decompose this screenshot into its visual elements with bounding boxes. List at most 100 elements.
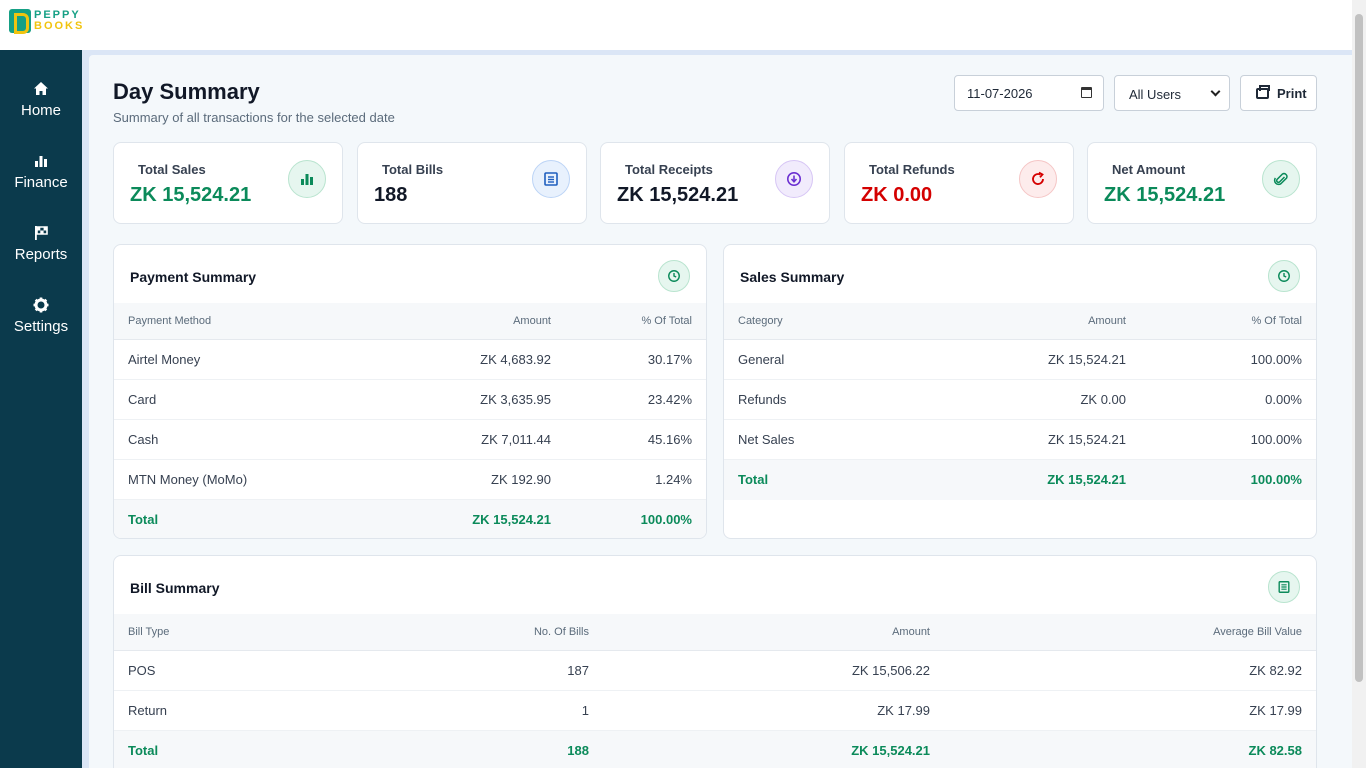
cell-amount: ZK 15,524.21	[1047, 352, 1126, 367]
app-logo[interactable]: PEPPY BOOKS	[9, 9, 85, 34]
page-title: Day Summary	[113, 79, 260, 104]
cell-method: Cash	[128, 432, 159, 447]
table-total-row: Total ZK 15,524.21 100.00%	[724, 460, 1316, 500]
sidebar-item-label: Home	[20, 102, 61, 119]
table-header-row: Category Amount % Of Total	[724, 303, 1316, 340]
cell-percent: 30.17%	[647, 352, 692, 367]
cell-average: ZK 82.92	[1249, 663, 1302, 678]
total-amount: ZK 15,524.21	[851, 743, 930, 758]
total-label: Total	[128, 743, 159, 758]
stat-value: 188	[374, 184, 408, 206]
table-row: Airtel Money ZK 4,683.92 30.17%	[114, 340, 706, 380]
stat-label: Total Refunds	[869, 162, 955, 177]
payment-summary-panel: Payment Summary Payment Method Amount % …	[113, 244, 707, 539]
sidebar-item-label: Finance	[14, 174, 68, 191]
table-header-row: Payment Method Amount % Of Total	[114, 303, 706, 340]
cell-amount: ZK 3,635.95	[480, 392, 551, 407]
sidebar-item-label: Settings	[13, 318, 69, 335]
cell-amount: ZK 7,011.44	[481, 432, 551, 447]
scrollbar-thumb[interactable]	[1355, 14, 1363, 682]
cell-amount: ZK 15,524.21	[1047, 432, 1126, 447]
document-list-icon	[1268, 571, 1300, 603]
table-header-row: Bill Type No. Of Bills Amount Average Bi…	[114, 614, 1316, 651]
column-header: Average Bill Value	[1213, 626, 1302, 638]
stat-card-total-bills: Total Bills 188	[357, 142, 587, 224]
calendar-icon[interactable]	[1081, 87, 1092, 98]
table-row: POS 187 ZK 15,506.22 ZK 82.92	[114, 651, 1316, 691]
sidebar-item-settings[interactable]: Settings	[0, 280, 82, 340]
cell-bill-type: POS	[128, 663, 156, 678]
date-value: 11-07-2026	[967, 86, 1033, 101]
refresh-icon	[1019, 160, 1057, 198]
printer-icon	[1256, 85, 1270, 99]
cell-method: Card	[128, 392, 157, 407]
stat-value: ZK 15,524.21	[617, 184, 739, 206]
bill-summary-panel: Bill Summary Bill Type No. Of Bills Amou…	[113, 555, 1317, 768]
total-amount: ZK 15,524.21	[472, 512, 551, 527]
stat-card-total-sales: Total Sales ZK 15,524.21	[113, 142, 343, 224]
vertical-scrollbar[interactable]	[1352, 0, 1366, 768]
logo-text-line1: PEPPY	[34, 9, 81, 21]
column-header: Amount	[1088, 315, 1126, 327]
sidebar-item-label: Reports	[14, 246, 68, 263]
print-button[interactable]: Print	[1240, 75, 1317, 111]
table-row: MTN Money (MoMo) ZK 192.90 1.24%	[114, 460, 706, 500]
total-amount: ZK 15,524.21	[1047, 472, 1126, 487]
clock-icon	[1268, 260, 1300, 292]
total-label: Total	[738, 472, 769, 487]
payment-table: Payment Method Amount % Of Total Airtel …	[114, 303, 706, 538]
document-list-icon	[532, 160, 570, 198]
stat-label: Total Sales	[138, 162, 206, 177]
panel-title: Sales Summary	[740, 269, 845, 285]
total-percent: 100.00%	[1250, 472, 1302, 487]
table-row: Refunds ZK 0.00 0.00%	[724, 380, 1316, 420]
table-row: General ZK 15,524.21 100.00%	[724, 340, 1316, 380]
cell-percent: 1.24%	[655, 472, 692, 487]
table-row: Card ZK 3,635.95 23.42%	[114, 380, 706, 420]
bill-table: Bill Type No. Of Bills Amount Average Bi…	[114, 614, 1316, 768]
total-average: ZK 82.58	[1248, 743, 1302, 758]
cell-percent: 45.16%	[647, 432, 692, 447]
chevron-down-icon	[1210, 86, 1221, 97]
table-total-row: Total ZK 15,524.21 100.00%	[114, 500, 706, 538]
cell-amount: ZK 0.00	[1080, 392, 1126, 407]
download-circle-icon	[775, 160, 813, 198]
column-header: Amount	[513, 315, 551, 327]
cell-amount: ZK 15,506.22	[851, 663, 930, 678]
cell-average: ZK 17.99	[1249, 703, 1302, 718]
cell-amount: ZK 4,683.92	[480, 352, 551, 367]
cell-percent: 100.00%	[1250, 352, 1302, 367]
table-row: Net Sales ZK 15,524.21 100.00%	[724, 420, 1316, 460]
stat-value: ZK 15,524.21	[130, 184, 252, 206]
sidebar-item-finance[interactable]: Finance	[0, 136, 82, 196]
bar-chart-icon	[288, 160, 326, 198]
flag-icon	[35, 226, 48, 240]
user-select[interactable]: All Users	[1114, 75, 1230, 111]
clock-icon	[658, 260, 690, 292]
cell-amount: ZK 17.99	[877, 703, 930, 718]
stat-value: ZK 0.00	[861, 184, 933, 206]
page-subtitle: Summary of all transactions for the sele…	[113, 110, 395, 125]
cell-percent: 100.00%	[1250, 432, 1302, 447]
date-input[interactable]: 11-07-2026	[954, 75, 1104, 111]
cell-method: Airtel Money	[128, 352, 201, 367]
table-row: Return 1 ZK 17.99 ZK 17.99	[114, 691, 1316, 731]
column-header: Category	[738, 315, 783, 327]
stat-label: Total Bills	[382, 162, 444, 177]
cell-bill-type: Return	[128, 703, 168, 718]
content-panel: Day Summary Summary of all transactions …	[89, 55, 1352, 768]
stat-card-total-receipts: Total Receipts ZK 15,524.21	[600, 142, 830, 224]
table-total-row: Total 188 ZK 15,524.21 ZK 82.58	[114, 731, 1316, 768]
logo-text-line2: BOOKS	[34, 20, 85, 32]
sidebar-item-home[interactable]: Home	[0, 64, 82, 124]
total-label: Total	[128, 512, 159, 527]
stat-label: Total Receipts	[625, 162, 713, 177]
cell-bill-count: 187	[567, 663, 589, 678]
column-header: % Of Total	[641, 315, 692, 327]
total-percent: 100.00%	[640, 512, 692, 527]
sales-summary-panel: Sales Summary Category Amount % Of Total…	[723, 244, 1317, 539]
column-header: Bill Type	[128, 626, 170, 638]
sales-table: Category Amount % Of Total General ZK 15…	[724, 303, 1316, 500]
sidebar-item-reports[interactable]: Reports	[0, 208, 82, 268]
column-header: % Of Total	[1251, 315, 1302, 327]
